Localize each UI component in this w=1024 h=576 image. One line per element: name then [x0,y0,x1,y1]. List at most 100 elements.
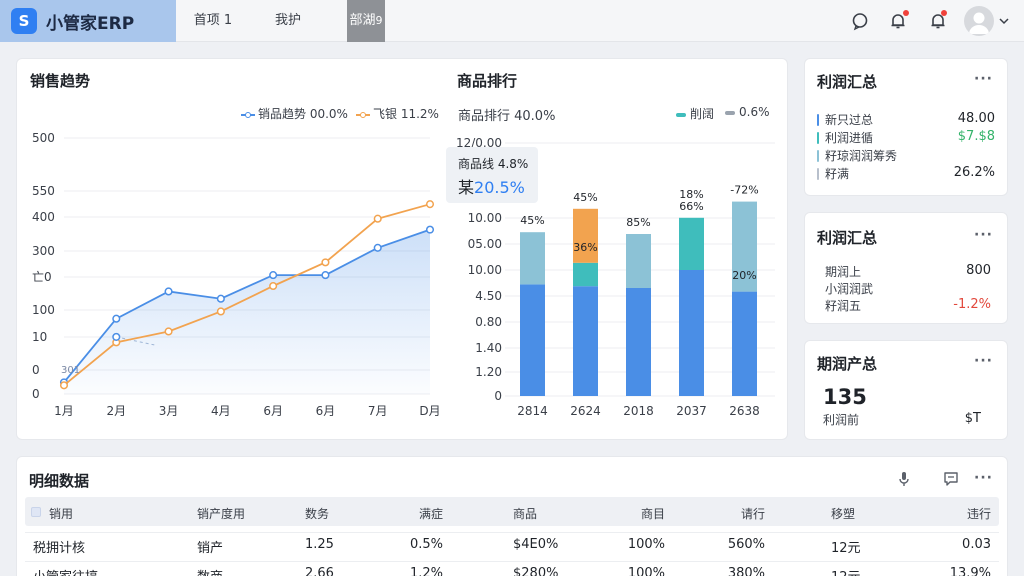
tooltip-title: 商品线 4.8% [458,157,529,171]
nav-tab-home[interactable]: 首项 1 [193,13,233,28]
stat-label: 小润润武 [825,282,874,296]
y-tick-label: 550 [32,184,55,198]
column-header[interactable]: 违行 [966,507,991,521]
series-1-point [373,214,382,223]
x-tick-label: 7月 [368,404,388,418]
more-options-icon[interactable]: ··· [974,353,993,369]
ranking-legend-2[interactable]: 0.6% [725,105,770,119]
y-tick-label: 4.50 [475,289,502,303]
tooltip-prefix: 某 [458,178,475,197]
stat-row: 利润进循 $7.$8 [817,129,995,146]
column-header[interactable]: 满症 [418,507,443,521]
table-cell: 100% [627,566,665,576]
bar-inner-label: 36% [573,241,597,254]
stat-row: 新只过总 48.00 [817,111,995,128]
brand[interactable]: S 小管家ERP [0,0,176,42]
bar-0-segment-1 [520,232,545,285]
table-cell: 销产 [197,541,224,556]
column-header[interactable]: 请行 [740,507,765,521]
column-header[interactable]: 数务 [305,507,330,521]
bar-3-segment-0 [679,270,704,396]
more-options-icon[interactable]: ··· [974,71,993,87]
y-tick-label: 100 [32,303,55,317]
mic-icon[interactable] [897,471,911,487]
user-avatar[interactable] [964,6,994,36]
table-cell: 0.03 [962,537,991,552]
stat-value: 26.2% [953,165,995,180]
bar-3-segment-1 [679,217,704,270]
table-row[interactable]: 税拥计核 销产 1.25 0.5% $4E0% 100% 560% 12元 0.03 [17,537,1007,559]
app-name: 小管家ERP [46,13,135,34]
stat-value: 48.00 [957,111,995,126]
bar-top-label: 45% [520,214,544,227]
table-cell: 560% [727,537,765,552]
table-cell: 数商 [197,566,297,576]
stat-label: 籽琼润润筹秀 [825,149,898,163]
bell-icon[interactable] [888,11,908,31]
table-row[interactable]: 小管家往搞 数商 2.66 1.2% $280% 100% 380% 12元 13.9% [17,566,1007,576]
x-tick-label: 6月 [263,404,283,418]
column-header[interactable]: 商品 [513,507,538,521]
stat-value: -1.2% [953,297,991,312]
series-0-point [112,314,121,323]
stat-row: 小润润武 [825,280,991,297]
profit-summary-1-title: 利润汇总 [817,73,878,91]
more-options-icon[interactable]: ··· [974,227,993,243]
profit-total-right: $T [964,411,981,426]
nav-tab-maintain[interactable]: 我护 [274,13,301,28]
bar-1-segment-1 [573,262,598,287]
more-options-icon[interactable]: ··· [974,470,993,486]
ranking-legend-1-label: 削阔 [690,107,715,121]
tooltip-value: 20.5% [474,178,525,197]
series-0-point [373,243,382,252]
bar-top-label: 66% [679,200,703,213]
row-divider [25,561,999,562]
select-all-checkbox[interactable] [31,507,41,517]
profit-total-sub: 利润前 [823,413,860,427]
legend-teal-swatch-icon [676,112,686,117]
series-1-point [269,281,278,291]
alert-notification-dot [941,10,947,16]
y-tick-label: 10 [32,330,47,344]
nav-tab-badge: 9 [375,14,383,27]
column-header[interactable]: 移塑 [831,507,856,521]
table-cell: 100% [627,537,665,552]
profit-total-value: 135 [823,385,867,409]
ranking-legend-1[interactable]: 削阔 [676,105,714,122]
y-tick-label: 1.40 [475,341,502,355]
column-header[interactable]: 销产度用 [197,507,246,521]
y-tick-label: 400 [32,210,55,224]
chat-bubble-icon[interactable] [850,11,870,31]
sales-area [64,229,430,394]
bar-2-segment-0 [626,288,651,396]
nav-tab-active-label: 部湖 [349,13,376,28]
stat-value: $7.$8 [957,129,995,144]
series-1-point [164,327,173,336]
nav-tab-active[interactable]: 部湖9 [347,0,385,42]
app-logo-icon: S [11,8,37,34]
column-header[interactable]: 商目 [640,507,665,521]
row-divider [25,532,999,533]
bar-4-segment-0 [732,291,757,396]
table-cell: $280% [513,566,559,576]
table-cell: $4E0% [513,537,559,552]
bar-top-label-2: 18% [679,188,703,201]
series-0-point [216,294,225,303]
user-icon [969,12,989,34]
sales-title: 销售趋势 [30,72,91,90]
y-tick-label: 0 [32,363,40,377]
y-tick-label: 10.00 [468,211,502,225]
alert-bell-icon[interactable] [928,11,948,31]
y-tick-label: 0 [494,389,502,403]
sales-legend-2[interactable]: 飞银 11.2% [356,105,439,122]
stat-label: 期润上 [825,265,862,279]
comment-icon[interactable] [943,471,959,487]
chevron-down-icon[interactable] [998,16,1010,26]
series-line-1 [63,203,431,386]
column-header[interactable]: 销用 [49,507,74,521]
sales-legend-1-label: 销品趋势 00.0% [258,107,348,121]
bar-top-label: 85% [626,216,650,229]
series-0-point [425,225,435,234]
sales-legend-1[interactable]: 销品趋势 00.0% [241,105,348,122]
